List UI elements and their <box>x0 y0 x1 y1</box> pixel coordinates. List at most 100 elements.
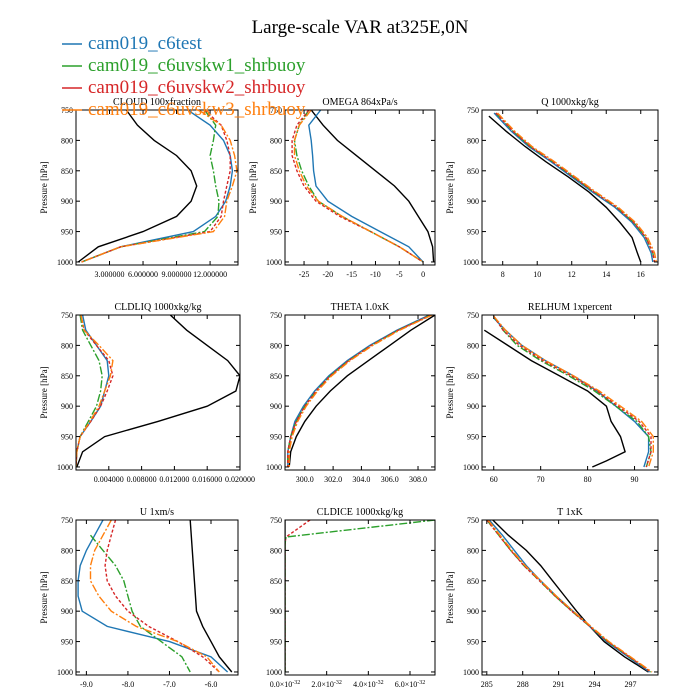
series-group <box>285 520 435 672</box>
plot-frame <box>481 314 659 471</box>
series-line-5 <box>496 112 657 263</box>
series-line-4 <box>486 520 652 673</box>
y-tick-label: 800 <box>270 341 282 350</box>
series-line-3 <box>89 534 191 673</box>
series-group <box>76 315 240 468</box>
series-line-1 <box>288 315 435 468</box>
legend-entry-4: cam019_c6uvskw3_shrbuoy <box>62 99 306 120</box>
y-axis-label: Pressure [hPa] <box>39 366 49 418</box>
y-tick-label: 750 <box>270 106 282 115</box>
x-tick-label: 0.0×10-32 <box>270 680 301 689</box>
y-tick-label: 750 <box>61 311 73 320</box>
figure-title: Large-scale VAR at325E,0N <box>252 17 469 38</box>
panel-5: THETA 1.0xK 750 800 850 900 950 1000 300.0 302.0… <box>266 302 436 484</box>
panel-1: CLOUD 100xfraction75080085090095010003.0… <box>39 97 239 279</box>
x-tick-label: 291 <box>553 680 565 689</box>
panel-title: THETA 1.0xK <box>331 302 390 313</box>
y-tick-label: 850 <box>270 372 282 381</box>
y-tick-label: 800 <box>467 136 479 145</box>
x-tick-label: 9.000000 <box>162 270 192 279</box>
x-tick-label: 0.004000 <box>94 475 124 484</box>
y-tick-label: 900 <box>467 607 479 616</box>
plot-frame <box>75 109 239 266</box>
x-tick-label: 297 <box>624 680 636 689</box>
series-line-4 <box>493 315 652 468</box>
legend-entry-3: cam019_c6uvskw2_shrbuoy <box>62 77 306 98</box>
x-tick-label: 60 <box>490 475 498 484</box>
series-line-2 <box>287 315 430 467</box>
y-tick-label: 750 <box>270 311 282 320</box>
y-axis-label: Pressure [hPa] <box>39 161 49 213</box>
y-tick-label: 900 <box>270 197 282 206</box>
legend-entry-2: cam019_c6uvskw1_shrbuoy <box>62 55 306 76</box>
legend-label: cam019_c6uvskw3_shrbuoy <box>88 99 306 120</box>
x-tick-label: 308.0 <box>409 475 427 484</box>
y-tick-label: 750 <box>270 516 282 525</box>
series-line-4 <box>287 315 432 467</box>
series-line-1 <box>310 110 435 263</box>
panel-6: RELHUM 1xpercent 750 800 850 900 950 1000 60 70 8… <box>445 302 659 484</box>
series-line-3 <box>293 110 424 263</box>
x-tick-label: -10 <box>370 270 381 279</box>
series-line-3 <box>493 315 652 468</box>
panels: CLOUD 100xfraction75080085090095010003.0… <box>39 97 659 689</box>
series-line-4 <box>291 110 424 263</box>
plot-frame <box>284 109 436 266</box>
y-tick-label: 950 <box>467 433 479 442</box>
series-group <box>291 110 435 263</box>
x-tick-label: 0.008000 <box>127 475 157 484</box>
series-line-1 <box>488 115 642 263</box>
panel-3: Q 1000xkg/kg 750 800 850 900 950 1000 8 10 12 14 16… <box>445 97 659 279</box>
y-tick-label: 1000 <box>57 258 73 267</box>
y-tick-label: 850 <box>270 577 282 586</box>
x-tick-label: 2.0×10-32 <box>311 680 342 689</box>
y-axis-label: Pressure [hPa] <box>248 161 258 213</box>
y-tick-label: 900 <box>270 402 282 411</box>
series-line-3 <box>486 520 652 673</box>
y-tick-label: 1000 <box>463 258 479 267</box>
series-line-4 <box>104 520 220 673</box>
x-tick-label: 288 <box>517 680 529 689</box>
series-group <box>483 315 654 468</box>
series-group <box>287 315 435 468</box>
series-group <box>77 520 233 673</box>
y-tick-label: 800 <box>61 136 73 145</box>
x-tick-label: 80 <box>584 475 592 484</box>
x-tick-label: -6.0 <box>205 680 218 689</box>
y-tick-label: 950 <box>467 228 479 237</box>
legend-label: cam019_c6uvskw2_shrbuoy <box>88 77 306 98</box>
series-line-5 <box>487 520 653 673</box>
plot-frame <box>75 314 241 471</box>
y-tick-label: 950 <box>270 433 282 442</box>
series-line-2 <box>493 112 654 263</box>
x-tick-label: 90 <box>631 475 639 484</box>
y-tick-label: 1000 <box>57 463 73 472</box>
series-line-3 <box>81 110 220 263</box>
x-tick-label: 4.0×10-32 <box>353 680 384 689</box>
y-tick-label: 800 <box>61 341 73 350</box>
panel-title: CLDLIQ 1000xkg/kg <box>115 302 202 313</box>
panel-title: OMEGA 864xPa/s <box>322 97 397 108</box>
y-tick-label: 800 <box>270 136 282 145</box>
y-tick-label: 850 <box>61 577 73 586</box>
x-tick-label: 8 <box>501 270 505 279</box>
y-tick-label: 850 <box>61 372 73 381</box>
y-tick-label: 800 <box>467 341 479 350</box>
x-tick-label: 294 <box>589 680 601 689</box>
panel-4: CLDLIQ 1000xkg/kg 750 800 850 900 950 1000 0.00… <box>39 302 255 484</box>
x-tick-label: 0.012000 <box>159 475 189 484</box>
y-tick-label: 950 <box>467 638 479 647</box>
y-axis-label: Pressure [hPa] <box>445 366 455 418</box>
x-tick-label: -9.0 <box>80 680 93 689</box>
panel-title: Q 1000xkg/kg <box>541 97 599 108</box>
plot-frame <box>284 314 436 471</box>
series-line-1 <box>483 329 626 468</box>
y-axis-label: Pressure [hPa] <box>445 571 455 623</box>
panel-2: OMEGA 864xPa/s 750 800 850 900 950 1000 -25 -20 -… <box>248 97 436 279</box>
x-tick-label: 304.0 <box>352 475 370 484</box>
y-tick-label: 800 <box>270 546 282 555</box>
series-line-5 <box>288 315 433 467</box>
y-tick-label: 850 <box>467 372 479 381</box>
